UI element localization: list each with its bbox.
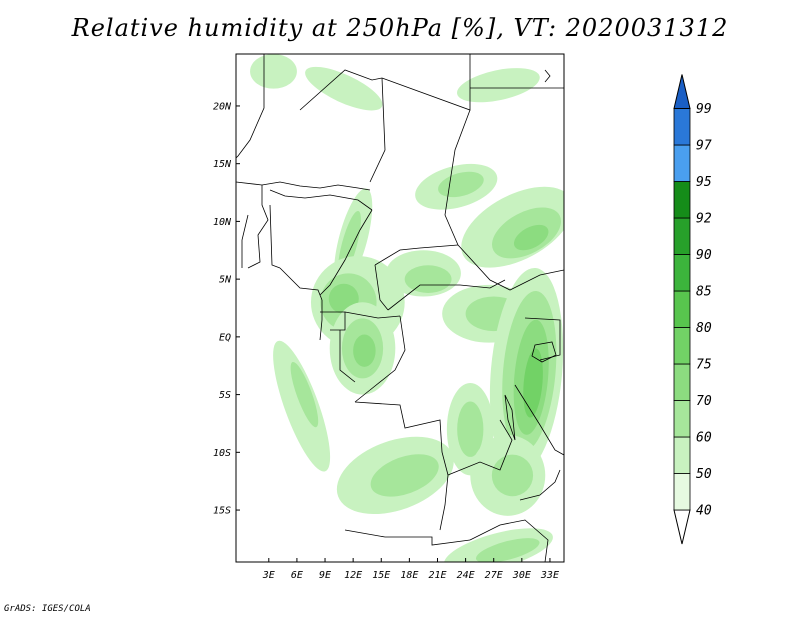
border-zimbabwe (469, 519, 549, 562)
border-nigeria-cameroon (319, 209, 373, 296)
humidity-area-50-0 (250, 54, 297, 89)
humidity-area-60-31 (491, 454, 534, 497)
colorbar-label: 80 (696, 321, 712, 336)
colorbar-upper-extension (673, 74, 691, 109)
x-tick-label: 9E (319, 570, 331, 581)
y-tick-label: 5S (219, 390, 231, 401)
colorbar-label: 95 (696, 175, 712, 190)
lake-victoria (531, 341, 557, 363)
x-tick-label: 3E (262, 570, 275, 581)
coast-niger-delta (279, 267, 323, 301)
x-tick-label: 27E (485, 570, 503, 581)
colorbar-segment-70 (673, 363, 691, 401)
y-tick-label: EQ (219, 332, 231, 343)
y-tick-label: 10S (213, 448, 231, 459)
humidity-area-60-27 (290, 361, 319, 428)
border-chad-car (374, 244, 459, 266)
coast-gulf (319, 300, 323, 341)
colorbar-segment-85 (673, 254, 691, 292)
border-angola-namibia (344, 529, 471, 546)
humidity-area-60-25 (457, 401, 484, 457)
border-west-africa-2 (241, 214, 249, 268)
colorbar-label: 99 (696, 102, 712, 117)
border-cameroon-car (374, 264, 389, 311)
humidity-area-50-2 (457, 68, 540, 103)
border-gabon (330, 312, 356, 383)
chart-title: Relative humidity at 250hPa [%], VT: 202… (71, 14, 729, 42)
border-algeria-niger (299, 69, 383, 111)
humidity-area-60-14 (404, 265, 452, 293)
coast-red-sea (544, 69, 551, 83)
border-tanzania (514, 384, 564, 456)
colorbar-segment-75 (673, 327, 691, 365)
colorbar-segment-50 (673, 436, 691, 474)
colorbar-label: 90 (696, 248, 712, 263)
border-west-africa-1 (247, 185, 269, 269)
x-tick-label: 15E (372, 570, 390, 581)
map-axes: 3E 6E 9E 12E 15E 18E 21E 24E 27E 30E 33E 20N 15N 10N 5… (213, 101, 559, 581)
colorbar-label: 40 (696, 504, 712, 519)
border-northwest (236, 54, 265, 159)
humidity-area-60-33 (475, 538, 540, 562)
y-tick-label: 15N (213, 159, 232, 170)
humidity-area-60-4 (438, 171, 484, 198)
y-tick-label: 5N (219, 275, 232, 286)
colorbar-legend: 40 50 60 70 75 80 85 90 92 95 97 99 (673, 74, 712, 545)
border-ghana-togo (269, 204, 281, 269)
colorbar-label: 75 (696, 358, 712, 373)
colorbar-label: 92 (696, 212, 712, 227)
border-cameroon-gabon (320, 311, 401, 319)
x-tick-label: 24E (457, 570, 475, 581)
colorbar-label: 60 (696, 431, 712, 446)
border-chad-sudan (444, 109, 471, 246)
border-south-sudan (457, 244, 564, 291)
colorbar-segment-40 (673, 473, 691, 511)
x-tick-label: 18E (400, 570, 418, 581)
border-mali-niger (236, 181, 371, 191)
colorbar-segment-92 (673, 181, 691, 219)
colorbar-segment-80 (673, 290, 691, 328)
x-tick-label: 21E (428, 570, 446, 581)
border-congo-drc (354, 315, 406, 403)
y-tick-label: 20N (213, 101, 232, 112)
border-angola-zambia (439, 474, 449, 531)
country-borders (236, 54, 564, 562)
x-tick-label: 6E (291, 570, 303, 581)
humidity-area-70-17 (353, 334, 376, 367)
colorbar-segment-60 (673, 400, 691, 438)
border-drc-angola (354, 401, 449, 476)
x-tick-label: 30E (512, 570, 531, 581)
colorbar-label: 70 (696, 394, 712, 409)
colorbar-label: 85 (696, 285, 712, 300)
colorbar-label: 50 (696, 467, 712, 482)
border-car-drc (387, 279, 506, 311)
x-tick-label: 12E (344, 570, 362, 581)
map-frame (235, 53, 565, 563)
humidity-field (250, 54, 564, 562)
colorbar-segment-95 (673, 144, 691, 182)
humidity-area-75-23 (523, 348, 543, 418)
y-tick-label: 15S (213, 506, 231, 517)
grads-credit: GrADS: IGES/COLA (4, 604, 91, 614)
border-nigeria-niger (269, 189, 373, 211)
colorbar-label: 97 (696, 139, 712, 154)
humidity-area-70-7 (513, 224, 549, 251)
colorbar-lower-extension (673, 509, 691, 545)
border-zambia-mozambique (519, 469, 561, 501)
y-tick-label: 10N (213, 217, 232, 228)
border-uganda-kenya (524, 317, 561, 361)
x-tick-label: 33E (540, 570, 559, 581)
humidity-area-60-29 (370, 454, 439, 497)
colorbar-segment-97 (673, 108, 691, 146)
lake-tanganyika (504, 394, 516, 441)
border-drc-zambia (447, 419, 513, 476)
border-libya-niger (369, 77, 386, 183)
colorbar-segment-90 (673, 217, 691, 255)
humidity-area-50-1 (305, 66, 383, 111)
